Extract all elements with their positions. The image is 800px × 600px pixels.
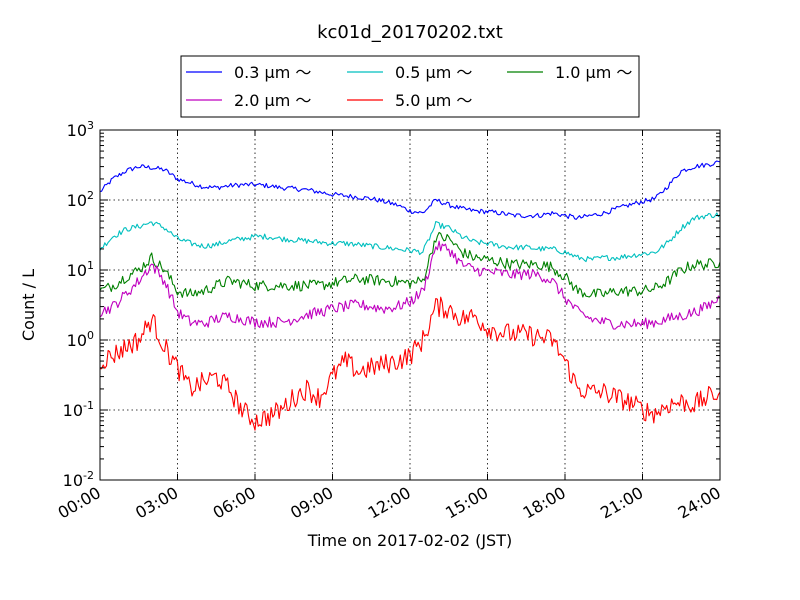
- series-line: [99, 212, 721, 263]
- y-tick-label: 10-1: [63, 399, 94, 420]
- y-tick-label: 100: [67, 329, 94, 350]
- y-tick-label: 103: [67, 119, 94, 140]
- y-tick-label: 102: [67, 189, 94, 210]
- legend-box: [180, 55, 640, 118]
- y-tick-label: 101: [67, 259, 94, 280]
- y-tick-labels: 10-2 10-1 100 101 102 103: [63, 119, 94, 490]
- series-line: [100, 160, 721, 220]
- legend-entry: 2.0 μm ～: [234, 91, 311, 110]
- y-axis-label: Count / L: [19, 269, 38, 341]
- series-line: [99, 240, 721, 330]
- legend-entry: 5.0 μm ～: [395, 91, 472, 110]
- series-layer: [99, 160, 721, 431]
- series-line: [99, 231, 721, 298]
- legend: 0.3 μm ～ 0.5 μm ～ 1.0 μm ～ 2.0 μm ～ 5.0 μm ～: [180, 55, 640, 118]
- legend-entry: 0.3 μm ～: [234, 63, 311, 82]
- legend-entry: 0.5 μm ～: [395, 63, 472, 82]
- series-line: [100, 296, 721, 431]
- legend-entry: 1.0 μm ～: [555, 63, 632, 82]
- chart-title: kc01d_20170202.txt: [317, 22, 503, 43]
- x-axis-label: Time on 2017-02-02 (JST): [307, 531, 512, 550]
- tick-layer: [99, 129, 721, 481]
- y-tick-label: 10-2: [63, 469, 94, 490]
